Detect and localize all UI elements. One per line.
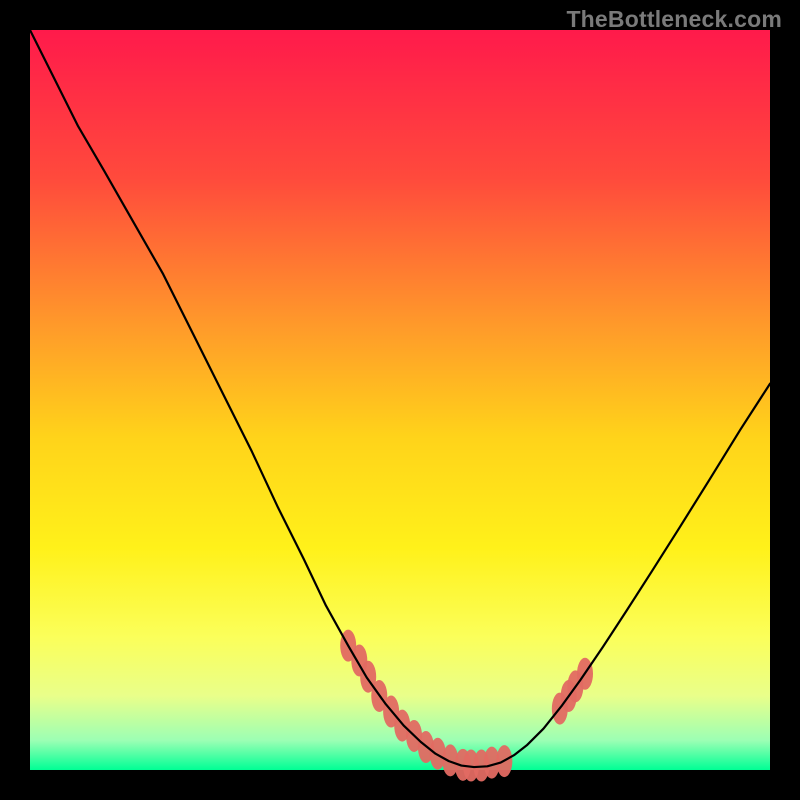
curve-layer (30, 30, 770, 770)
chart-frame: TheBottleneck.com (0, 0, 800, 800)
bottleneck-curve (30, 30, 770, 767)
watermark-text: TheBottleneck.com (566, 6, 782, 33)
plot-area (30, 30, 770, 770)
